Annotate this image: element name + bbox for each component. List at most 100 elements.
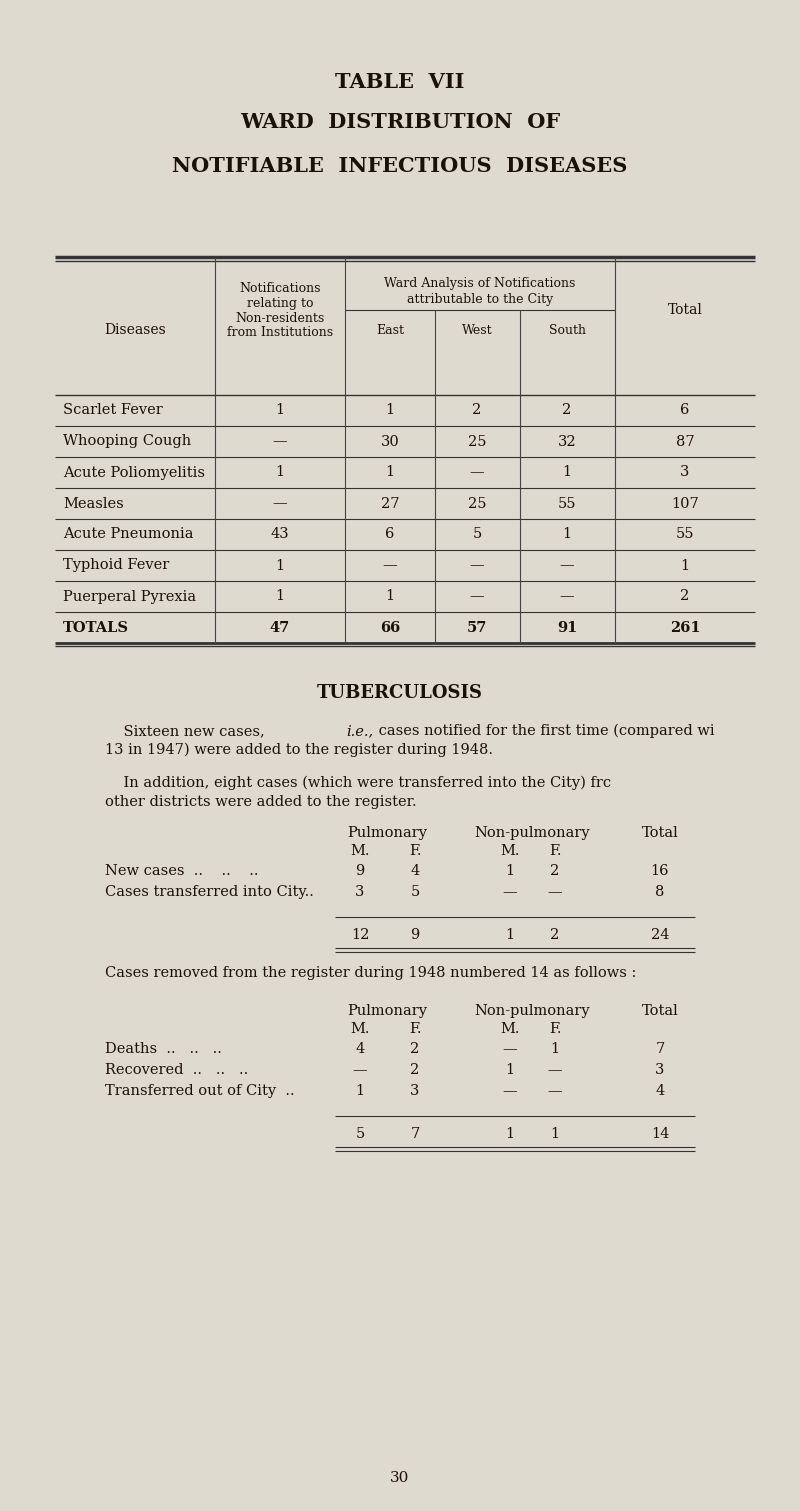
Text: 16: 16: [650, 864, 670, 878]
Text: —: —: [502, 1083, 518, 1098]
Text: TABLE  VII: TABLE VII: [335, 73, 465, 92]
Text: Total: Total: [667, 304, 702, 317]
Text: F.: F.: [549, 845, 562, 858]
Text: 9: 9: [355, 864, 365, 878]
Text: —: —: [470, 465, 484, 479]
Text: 24: 24: [650, 928, 670, 941]
Text: 30: 30: [390, 1472, 410, 1485]
Text: Diseases: Diseases: [104, 323, 166, 337]
Text: Non-residents: Non-residents: [235, 311, 325, 325]
Text: —: —: [273, 497, 287, 511]
Text: 1: 1: [275, 559, 285, 573]
Text: 107: 107: [671, 497, 699, 511]
Text: from Institutions: from Institutions: [227, 326, 333, 340]
Text: 7: 7: [655, 1043, 665, 1056]
Text: —: —: [502, 1043, 518, 1056]
Text: 2: 2: [680, 589, 690, 603]
Text: 4: 4: [655, 1083, 665, 1098]
Text: 5: 5: [472, 527, 482, 541]
Text: 6: 6: [680, 403, 690, 417]
Text: 87: 87: [676, 435, 694, 449]
Text: Puerperal Pyrexia: Puerperal Pyrexia: [63, 589, 196, 603]
Text: Total: Total: [642, 1003, 678, 1018]
Text: —: —: [353, 1064, 367, 1077]
Text: 13 in 1947) were added to the register during 1948.: 13 in 1947) were added to the register d…: [105, 743, 493, 757]
Text: 27: 27: [381, 497, 399, 511]
Text: F.: F.: [409, 1021, 422, 1037]
Text: 66: 66: [380, 621, 400, 635]
Text: 25: 25: [468, 497, 486, 511]
Text: New cases  ..    ..    ..: New cases .. .. ..: [105, 864, 258, 878]
Text: 7: 7: [410, 1127, 420, 1141]
Text: 25: 25: [468, 435, 486, 449]
Text: —: —: [470, 589, 484, 603]
Text: —: —: [560, 589, 574, 603]
Text: 32: 32: [558, 435, 576, 449]
Text: M.: M.: [500, 845, 520, 858]
Text: 1: 1: [506, 1127, 514, 1141]
Text: —: —: [548, 1083, 562, 1098]
Text: —: —: [548, 885, 562, 899]
Text: Transferred out of City  ..: Transferred out of City ..: [105, 1083, 294, 1098]
Text: 1: 1: [550, 1043, 559, 1056]
Text: Non-pulmonary: Non-pulmonary: [474, 827, 590, 840]
Text: Deaths  ..   ..   ..: Deaths .. .. ..: [105, 1043, 222, 1056]
Text: Non-pulmonary: Non-pulmonary: [474, 1003, 590, 1018]
Text: Pulmonary: Pulmonary: [347, 827, 427, 840]
Text: 1: 1: [550, 1127, 559, 1141]
Text: attributable to the City: attributable to the City: [407, 293, 553, 305]
Text: 2: 2: [562, 403, 572, 417]
Text: Cases removed from the register during 1948 numbered 14 as follows :: Cases removed from the register during 1…: [105, 966, 636, 981]
Text: 5: 5: [355, 1127, 365, 1141]
Text: WARD  DISTRIBUTION  OF: WARD DISTRIBUTION OF: [240, 112, 560, 131]
Text: 3: 3: [680, 465, 690, 479]
Text: 47: 47: [270, 621, 290, 635]
Text: —: —: [548, 1064, 562, 1077]
Text: 5: 5: [410, 885, 420, 899]
Text: F.: F.: [549, 1021, 562, 1037]
Text: 2: 2: [472, 403, 482, 417]
Text: 1: 1: [386, 589, 394, 603]
Text: Whooping Cough: Whooping Cough: [63, 435, 191, 449]
Text: 1: 1: [355, 1083, 365, 1098]
Text: Ward Analysis of Notifications: Ward Analysis of Notifications: [384, 278, 576, 290]
Text: F.: F.: [409, 845, 422, 858]
Text: 6: 6: [386, 527, 394, 541]
Text: Cases transferred into City..: Cases transferred into City..: [105, 885, 314, 899]
Text: Recovered  ..   ..   ..: Recovered .. .. ..: [105, 1064, 248, 1077]
Text: 3: 3: [655, 1064, 665, 1077]
Text: 1: 1: [386, 403, 394, 417]
Text: 1: 1: [275, 403, 285, 417]
Text: 43: 43: [270, 527, 290, 541]
Text: 3: 3: [355, 885, 365, 899]
Text: M.: M.: [350, 1021, 370, 1037]
Text: TOTALS: TOTALS: [63, 621, 129, 635]
Text: East: East: [376, 323, 404, 337]
Text: M.: M.: [500, 1021, 520, 1037]
Text: 1: 1: [506, 864, 514, 878]
Text: cases notified for the first time (compared wi: cases notified for the first time (compa…: [374, 724, 714, 739]
Text: Typhoid Fever: Typhoid Fever: [63, 559, 170, 573]
Text: other districts were added to the register.: other districts were added to the regist…: [105, 795, 417, 808]
Text: 1: 1: [506, 928, 514, 941]
Text: 4: 4: [355, 1043, 365, 1056]
Text: Total: Total: [642, 827, 678, 840]
Text: i.e.,: i.e.,: [346, 724, 373, 737]
Text: 30: 30: [381, 435, 399, 449]
Text: relating to: relating to: [246, 296, 314, 310]
Text: South: South: [549, 323, 586, 337]
Text: TUBERCULOSIS: TUBERCULOSIS: [317, 684, 483, 703]
Text: —: —: [273, 435, 287, 449]
Text: 261: 261: [670, 621, 700, 635]
Text: Scarlet Fever: Scarlet Fever: [63, 403, 162, 417]
Text: 14: 14: [651, 1127, 669, 1141]
Text: 1: 1: [386, 465, 394, 479]
Text: Sixteen new cases,: Sixteen new cases,: [105, 724, 270, 737]
Text: 1: 1: [562, 465, 571, 479]
Text: 1: 1: [562, 527, 571, 541]
Text: —: —: [382, 559, 398, 573]
Text: M.: M.: [350, 845, 370, 858]
Text: 1: 1: [275, 589, 285, 603]
Text: 55: 55: [676, 527, 694, 541]
Text: 4: 4: [410, 864, 420, 878]
